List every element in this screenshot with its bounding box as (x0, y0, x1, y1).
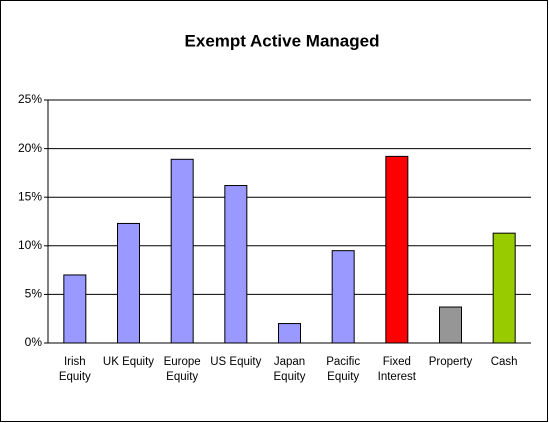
x-tick-label: Europe Equity (163, 356, 201, 383)
y-tick-label: 25% (18, 92, 42, 106)
x-tick-label: US Equity (210, 356, 262, 368)
x-tick-label: Irish Equity (58, 356, 91, 383)
bar (439, 306, 462, 344)
x-tick-label: Cash (490, 356, 518, 368)
bar (331, 250, 355, 344)
x-tick-label: UK Equity (102, 356, 155, 368)
bar (224, 185, 248, 344)
x-tick-label: Fixed Interest (377, 356, 416, 383)
x-tick-label: Pacific Equity (326, 356, 361, 383)
x-tick-label: Property (428, 356, 473, 368)
bar (492, 232, 516, 344)
bar (170, 158, 194, 344)
x-tick-label: Japan Equity (273, 356, 306, 383)
bar (63, 274, 87, 344)
bar (117, 222, 140, 344)
bar (278, 323, 301, 344)
bar (385, 155, 409, 344)
y-tick-label: 15% (18, 189, 42, 203)
y-tick-label: 0% (25, 335, 43, 349)
y-tick-label: 10% (18, 238, 42, 252)
chart-title: Exempt Active Managed (185, 31, 380, 50)
y-tick-label: 5% (25, 287, 43, 301)
y-tick-label: 20% (18, 141, 42, 155)
